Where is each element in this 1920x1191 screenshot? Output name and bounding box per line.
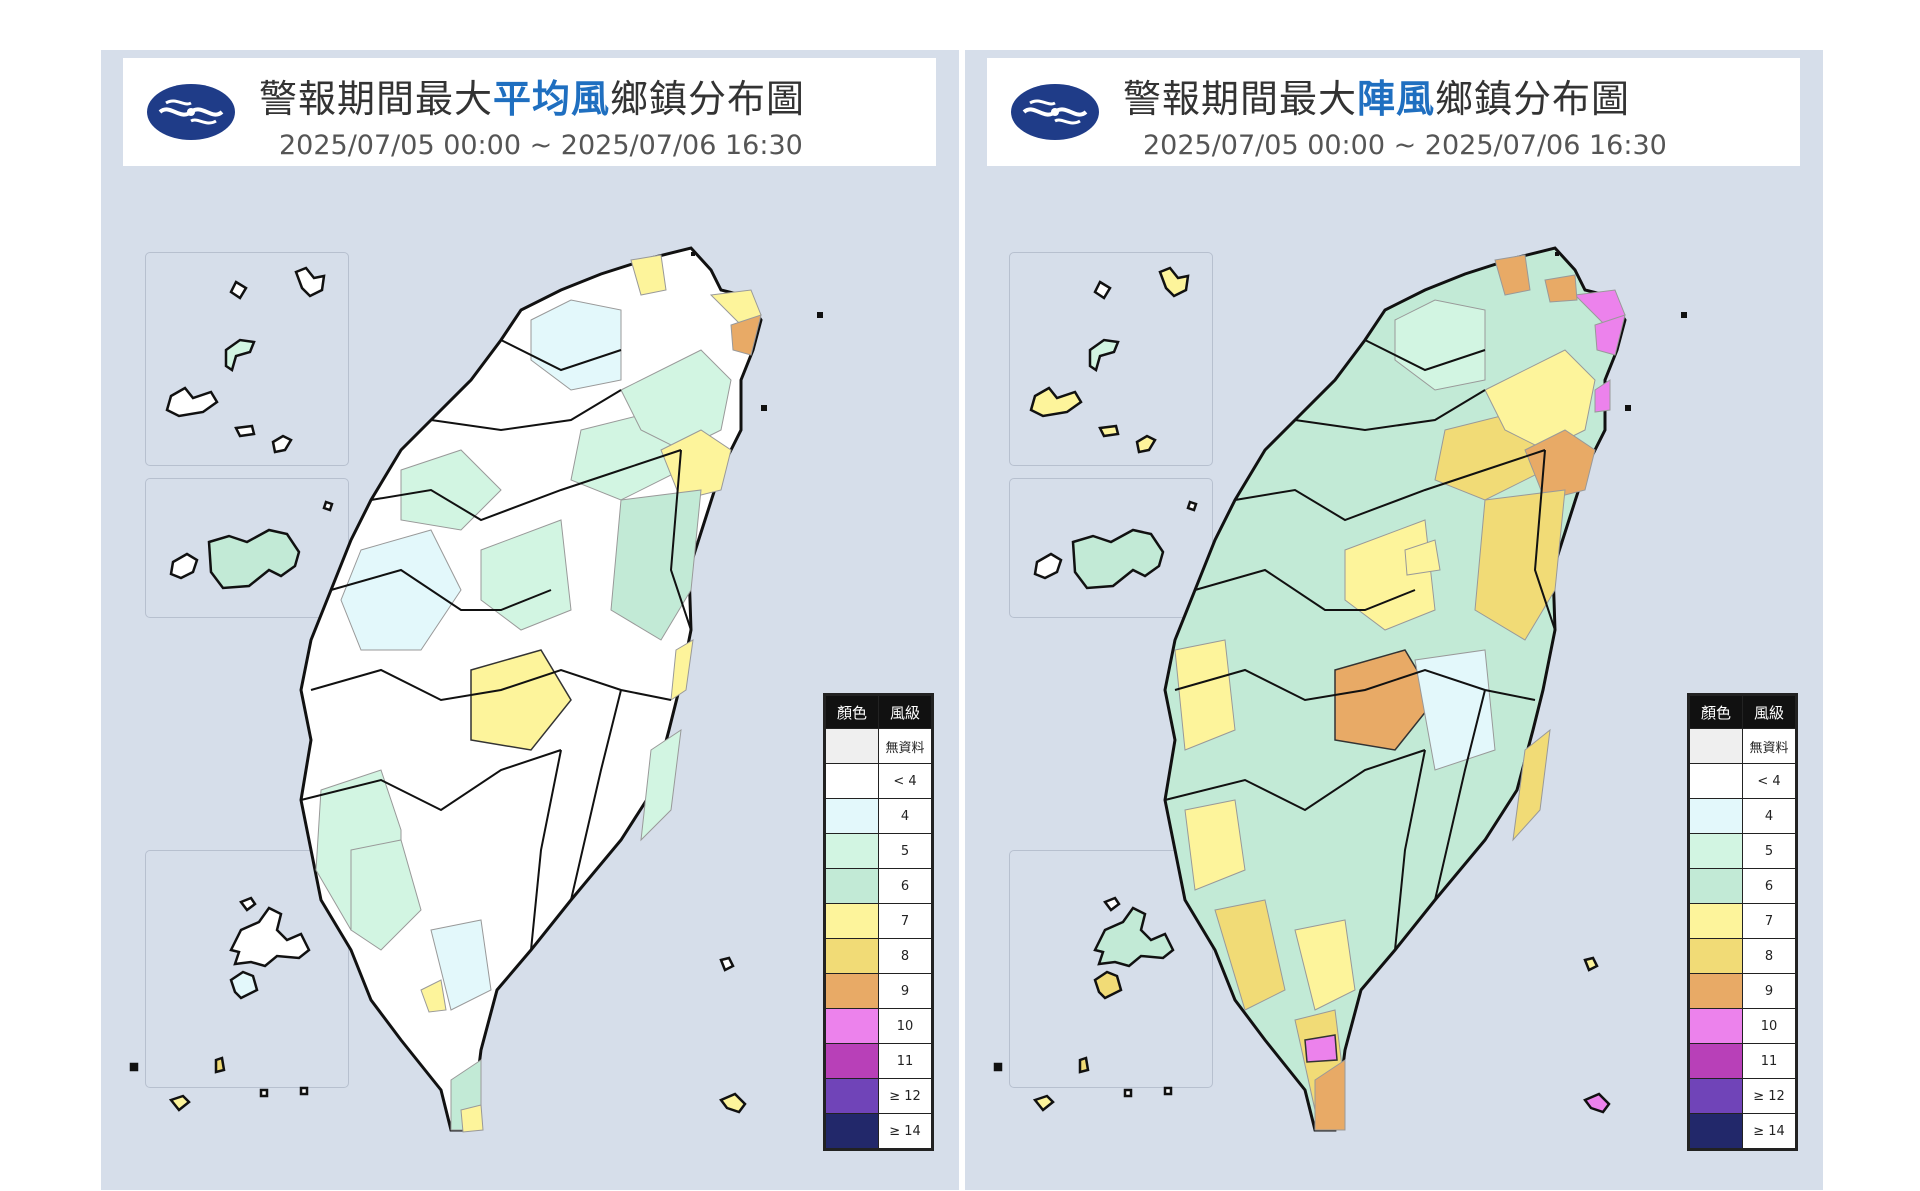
- wind-level-legend: 顏色 風級 無資料 < 4 4 5 6 7 8 9 10 11 ≥ 12 ≥ 14: [1687, 693, 1798, 1151]
- penghu-islands: [129, 896, 311, 1112]
- legend-row: 10: [1689, 1008, 1796, 1044]
- date-range: 2025/07/05 00:00 ~ 2025/07/06 16:30: [279, 130, 803, 161]
- legend-row: 7: [1689, 903, 1796, 939]
- legend-row: 8: [1689, 938, 1796, 974]
- legend-row: 4: [1689, 798, 1796, 834]
- inset-box-penghu: [145, 850, 349, 1088]
- legend-row: < 4: [1689, 763, 1796, 799]
- legend-row: 9: [825, 973, 932, 1009]
- kinmen-islands: [1033, 500, 1198, 590]
- legend-header-color: 顏色: [1689, 695, 1743, 729]
- matsu-islands: [165, 266, 326, 454]
- kinmen-islands: [169, 500, 334, 590]
- map-title: 警報期間最大陣風鄉鎮分布圖: [1123, 77, 1631, 121]
- map-panel-mean-wind: 警報期間最大平均風鄉鎮分布圖 2025/07/05 00:00 ~ 2025/0…: [101, 50, 959, 1190]
- map-title: 警報期間最大平均風鄉鎮分布圖: [259, 77, 806, 121]
- taiwan-gust-map: [993, 246, 1687, 1132]
- legend-row: 5: [825, 833, 932, 869]
- legend-row: 無資料: [825, 728, 932, 764]
- taiwan-mean-wind-map: [129, 246, 823, 1133]
- inset-box-matsu: [1009, 252, 1213, 466]
- matsu-islands: [1029, 266, 1190, 454]
- legend-row: 9: [1689, 973, 1796, 1009]
- legend-row: 4: [825, 798, 932, 834]
- legend-row: ≥ 12: [825, 1078, 932, 1114]
- penghu-islands: [993, 896, 1175, 1112]
- inset-box-penghu: [1009, 850, 1213, 1088]
- panel-header: 警報期間最大陣風鄉鎮分布圖 2025/07/05 00:00 ~ 2025/07…: [987, 58, 1800, 166]
- cwa-logo-icon: [1011, 84, 1099, 140]
- legend-row: 11: [825, 1043, 932, 1079]
- legend-row: 5: [1689, 833, 1796, 869]
- legend-row: ≥ 12: [1689, 1078, 1796, 1114]
- legend-header-level: 風級: [878, 695, 932, 729]
- legend-row: ≥ 14: [825, 1113, 932, 1149]
- taiwan-main-island: [1163, 246, 1687, 1132]
- legend-row: ≥ 14: [1689, 1113, 1796, 1149]
- legend-header-level: 風級: [1742, 695, 1796, 729]
- legend-row: < 4: [825, 763, 932, 799]
- panel-header: 警報期間最大平均風鄉鎮分布圖 2025/07/05 00:00 ~ 2025/0…: [123, 58, 936, 166]
- legend-row: 11: [1689, 1043, 1796, 1079]
- map-panel-gust: 警報期間最大陣風鄉鎮分布圖 2025/07/05 00:00 ~ 2025/07…: [965, 50, 1823, 1190]
- date-range: 2025/07/05 00:00 ~ 2025/07/06 16:30: [1143, 130, 1667, 161]
- inset-box-matsu: [145, 252, 349, 466]
- legend-row: 10: [825, 1008, 932, 1044]
- wind-level-legend: 顏色 風級 無資料 < 4 4 5 6 7 8 9 10 11 ≥ 12 ≥ 14: [823, 693, 934, 1151]
- legend-header-color: 顏色: [825, 695, 879, 729]
- legend-row: 6: [825, 868, 932, 904]
- legend-row: 無資料: [1689, 728, 1796, 764]
- legend-row: 7: [825, 903, 932, 939]
- legend-row: 6: [1689, 868, 1796, 904]
- taiwan-main-island: [299, 246, 823, 1133]
- cwa-logo-icon: [147, 84, 235, 140]
- legend-row: 8: [825, 938, 932, 974]
